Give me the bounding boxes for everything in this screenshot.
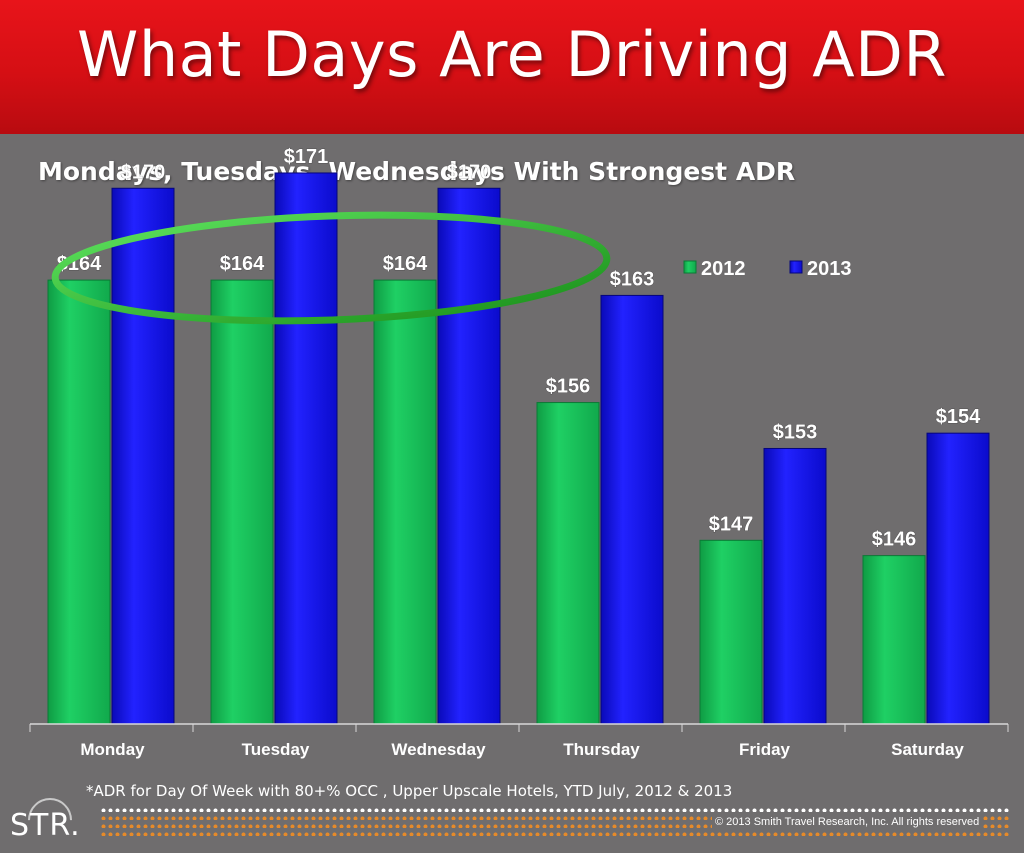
chart-title: Mondays, Tuesdays, Wednesdays With Stron… <box>38 157 796 186</box>
bar-2013-tuesday <box>274 172 338 725</box>
legend: 2012 2013 <box>683 258 852 280</box>
data-labels-layer: $164$170$164$171$164$170$156$163$147$153… <box>56 145 981 551</box>
title-banner: What Days Are Driving ADR <box>0 0 1024 134</box>
data-label-2012-wednesday: $164 <box>383 253 428 275</box>
slide-title: What Days Are Driving ADR <box>77 18 947 91</box>
data-label-2013-saturday: $154 <box>936 406 981 428</box>
data-label-2013-thursday: $163 <box>610 268 655 290</box>
legend-swatch-2013 <box>789 260 803 274</box>
data-label-2012-thursday: $156 <box>546 376 591 398</box>
bar-2013-thursday <box>600 294 664 725</box>
data-label-2013-wednesday: $170 <box>447 161 492 183</box>
copyright-notice: © 2013 Smith Travel Research, Inc. All r… <box>712 816 983 828</box>
str-logo: STR. <box>10 788 86 852</box>
footer-dots-row <box>100 807 1010 812</box>
x-tick-label-wednesday: Wednesday <box>391 740 486 759</box>
bar-2012-wednesday <box>373 279 437 725</box>
legend-swatch-2012 <box>683 260 697 274</box>
bar-2012-thursday <box>536 402 600 725</box>
highlight-annotation <box>51 211 611 325</box>
legend-label-2013: 2013 <box>807 258 852 280</box>
data-label-2013-friday: $153 <box>773 421 818 443</box>
x-tick-label-thursday: Thursday <box>563 740 640 759</box>
x-tick-label-monday: Monday <box>80 740 145 759</box>
x-tick-label-saturday: Saturday <box>891 740 964 759</box>
data-label-2012-saturday: $146 <box>872 529 917 551</box>
x-tick-label-tuesday: Tuesday <box>242 740 310 759</box>
footer-dots-row <box>100 831 1010 836</box>
footnote: *ADR for Day Of Week with 80+% OCC , Upp… <box>86 782 733 800</box>
bars-layer <box>47 172 990 725</box>
data-label-2012-tuesday: $164 <box>220 253 265 275</box>
logo-text: STR. <box>10 808 81 843</box>
footer-dots-row <box>100 815 1010 820</box>
highlight-ellipse <box>51 211 611 325</box>
footer-dot-band <box>0 801 1024 853</box>
data-label-2012-friday: $147 <box>709 513 754 535</box>
bar-2013-monday <box>111 187 175 725</box>
bar-2012-monday <box>47 279 111 725</box>
bar-2012-friday <box>699 539 763 725</box>
data-label-2013-tuesday: $171 <box>284 146 329 168</box>
footer-dots-row <box>100 823 1010 828</box>
bar-2013-friday <box>763 447 827 725</box>
data-label-2013-monday: $170 <box>121 161 166 183</box>
x-axis: Monday Tuesday Wednesday Thursday Friday Satu… <box>29 723 1009 759</box>
bar-2013-wednesday <box>437 187 501 725</box>
legend-label-2012: 2012 <box>701 258 746 280</box>
bar-2013-saturday <box>926 432 990 725</box>
x-tick-label-friday: Friday <box>739 740 791 759</box>
adr-bar-chart: $164$170$164$171$164$170$156$163$147$153… <box>29 145 1009 759</box>
bar-2012-saturday <box>862 555 926 725</box>
bar-2012-tuesday <box>210 279 274 725</box>
